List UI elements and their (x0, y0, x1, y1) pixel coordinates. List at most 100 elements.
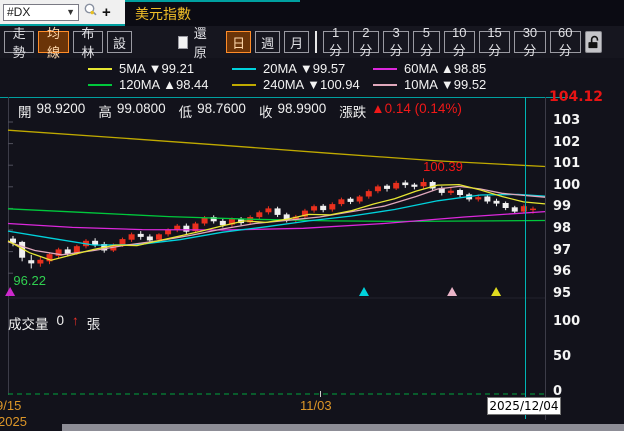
legend-item-5ma: 5MA ▼99.21 (88, 61, 194, 76)
price-axis-label: 95 (553, 285, 572, 301)
volume-axis-label: 50 (553, 349, 572, 364)
candle-body (265, 208, 272, 213)
candle-body (37, 259, 44, 264)
signal-triangle-marker (447, 287, 458, 296)
candle-body (228, 219, 235, 225)
candle-body (502, 203, 509, 208)
legend-item-60ma: 60MA ▲98.85 (373, 61, 486, 76)
ma-color-swatch (88, 83, 112, 86)
candle-body (137, 233, 144, 237)
search-icon[interactable] (82, 2, 99, 23)
candle-body (457, 190, 464, 195)
price-axis-label: 101 (553, 156, 581, 172)
interval-30min-button[interactable]: 30分 (514, 25, 546, 58)
ma-color-swatch (88, 67, 112, 70)
period-month-button[interactable]: 月 (284, 31, 310, 53)
candlestick-chart[interactable]: 100.39 96.22 (0, 97, 624, 423)
price-axis-label: 102 (553, 134, 581, 150)
lock-open-icon[interactable] (585, 31, 602, 53)
legend-item-120ma: 120MA ▲98.44 (88, 77, 209, 92)
interval-15min-button[interactable]: 15分 (478, 25, 511, 58)
candle-body (356, 196, 363, 202)
candle-body (174, 225, 181, 230)
candle-body (55, 249, 62, 256)
symbol-search-area: #DX ▼ + (0, 0, 125, 26)
restore-checkbox[interactable] (178, 35, 188, 49)
ma-line-5ma (7, 183, 546, 261)
interval-3min-button[interactable]: 3分 (383, 25, 410, 58)
interval-5min-button[interactable]: 5分 (413, 25, 440, 58)
legend-item-240ma: 240MA ▼100.94 (232, 77, 360, 92)
x-axis-date-label: 9/15 (0, 398, 22, 413)
candle-body (219, 220, 226, 226)
candle-body (484, 196, 491, 202)
ma-color-swatch (373, 83, 397, 86)
volume-row: 成交量 0 ↑ 張 (8, 313, 100, 333)
ma-button[interactable]: 均線 (38, 26, 69, 60)
candle-body (511, 207, 518, 212)
candle-body (19, 241, 26, 258)
interval-60min-button[interactable]: 60分 (549, 25, 581, 58)
ma-line-20ma (7, 193, 546, 246)
settings-button[interactable]: 設 (106, 31, 132, 53)
candle-body (311, 206, 318, 211)
ma-color-swatch (232, 67, 256, 70)
candle-body (128, 234, 135, 240)
interval-1min-button[interactable]: 1分 (322, 25, 349, 58)
legend-item-20ma: 20MA ▼99.57 (232, 61, 345, 76)
low-value: 98.7600 (197, 101, 246, 116)
candle-body (28, 260, 35, 264)
trend-button[interactable]: 走勢 (4, 26, 35, 60)
change-value: ▲0.14 (0.14%) (371, 101, 462, 116)
candle-body (301, 210, 308, 217)
restore-label: 還原 (193, 26, 207, 60)
signal-triangle-marker (491, 287, 502, 296)
symbol-text: #DX (7, 5, 31, 19)
period-day-button[interactable]: 日 (226, 31, 252, 53)
legend-item-10ma: 10MA ▼99.52 (373, 77, 486, 92)
candle-body (165, 230, 172, 235)
candle-body (46, 254, 53, 262)
volume-value: 0 (56, 313, 65, 328)
candle-body (384, 185, 391, 189)
crosshair-date-box: 2025/12/04 (487, 397, 561, 415)
top-bar: #DX ▼ + 美元指數 (0, 0, 624, 26)
volume-label: 成交量 (8, 317, 49, 332)
period-week-button[interactable]: 週 (255, 31, 281, 53)
quote-row: 開 98.9200 高 99.0800 低 98.7600 收 98.9900 漲跌 ▲0… (18, 101, 462, 121)
volume-unit: 張 (86, 317, 101, 332)
candle-body (402, 182, 409, 186)
bollinger-button[interactable]: 布林 (72, 26, 103, 60)
price-annotation: 96.22 (13, 273, 46, 288)
ma-line-240ma (7, 129, 546, 168)
candle-body (338, 199, 345, 205)
candle-body (146, 236, 153, 241)
candle-body (447, 190, 454, 193)
symbol-input[interactable]: #DX ▼ (3, 3, 79, 21)
volume-axis-label: 0 (553, 384, 563, 399)
x-axis-year-label: 2025 (0, 414, 27, 429)
candle-body (292, 216, 299, 221)
open-value: 98.9200 (36, 101, 86, 116)
tab-usd-index[interactable]: 美元指數 (125, 0, 300, 26)
ma-line-60ma (7, 210, 546, 231)
candle-body (92, 240, 99, 246)
price-axis-label: 98 (553, 221, 572, 236)
high-label: 高 (98, 105, 112, 120)
signal-triangle-marker (5, 287, 16, 296)
candle-body (329, 204, 336, 210)
candle-body (493, 200, 500, 204)
candle-body (73, 246, 80, 253)
chevron-down-icon[interactable]: ▼ (66, 7, 75, 17)
price-axis-label: 97 (553, 242, 572, 258)
interval-10min-button[interactable]: 10分 (443, 25, 475, 58)
candle-body (438, 187, 445, 193)
candle-body (64, 249, 71, 254)
high-value: 99.0800 (116, 101, 166, 116)
horizontal-scrollbar[interactable] (62, 424, 624, 431)
interval-2min-button[interactable]: 2分 (352, 25, 380, 58)
price-axis-high-label: 104.12 (549, 89, 604, 105)
price-annotation: 100.39 (423, 159, 463, 174)
add-symbol-button[interactable]: + (102, 3, 111, 21)
